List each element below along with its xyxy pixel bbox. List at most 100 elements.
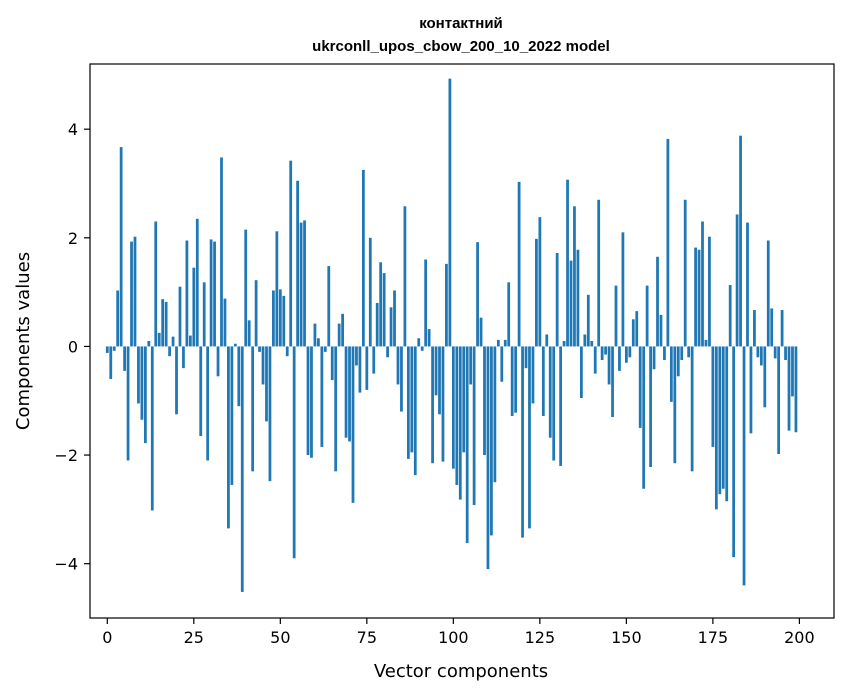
- bar-183: [739, 135, 742, 347]
- bar-194: [777, 346, 781, 454]
- bar-178: [721, 346, 725, 489]
- bar-49: [275, 231, 279, 347]
- bar-149: [621, 232, 625, 347]
- bar-19: [171, 336, 175, 347]
- bar-61: [317, 338, 320, 347]
- bar-191: [766, 240, 770, 347]
- bar-146: [611, 346, 614, 418]
- bar-71: [351, 346, 355, 503]
- bar-77: [372, 346, 376, 374]
- bar-121: [524, 346, 528, 369]
- bar-80: [382, 273, 386, 347]
- bar-46: [265, 346, 268, 422]
- bar-55: [296, 180, 300, 347]
- bar-188: [756, 346, 760, 358]
- bar-113: [496, 339, 500, 347]
- bar-79: [379, 262, 383, 347]
- bar-86: [403, 206, 407, 347]
- bar-18: [168, 346, 171, 357]
- x-tick-label: 125: [525, 628, 556, 647]
- bar-157: [649, 346, 652, 468]
- bar-22: [182, 346, 185, 369]
- x-tick-label: 50: [270, 628, 290, 647]
- bar-35: [227, 346, 230, 529]
- bar-133: [566, 179, 569, 347]
- bar-176: [714, 346, 718, 510]
- bar-48: [272, 290, 275, 347]
- bar-147: [614, 285, 618, 347]
- y-tick-label: −4: [54, 555, 78, 574]
- bar-59: [310, 346, 313, 458]
- bar-100: [451, 346, 455, 469]
- bar-20: [175, 346, 178, 415]
- bar-11: [143, 346, 147, 444]
- bar-94: [431, 346, 434, 464]
- bar-156: [645, 285, 649, 347]
- bar-8: [133, 236, 137, 347]
- bar-169: [690, 346, 694, 472]
- bar-33: [220, 157, 223, 347]
- bar-64: [327, 266, 331, 347]
- bar-190: [763, 346, 767, 408]
- x-tick-label: 25: [184, 628, 204, 647]
- bar-54: [292, 346, 296, 559]
- bar-65: [330, 346, 334, 381]
- y-axis-ticks: −4 −2 0 2 4: [54, 120, 90, 574]
- bar-134: [569, 260, 573, 347]
- bar-153: [635, 311, 639, 347]
- bar-17: [164, 301, 168, 347]
- bar-125: [538, 217, 542, 347]
- bar-73: [358, 346, 362, 393]
- bar-62: [320, 346, 324, 447]
- bar-63: [323, 346, 327, 352]
- bar-28: [202, 282, 206, 347]
- bar-70: [348, 346, 351, 442]
- bar-187: [753, 310, 756, 347]
- bar-198: [791, 346, 794, 397]
- bar-0: [105, 346, 109, 353]
- bar-47: [268, 346, 272, 482]
- bar-120: [521, 346, 524, 538]
- bar-174: [708, 236, 711, 347]
- bar-13: [150, 346, 154, 511]
- bar-2: [112, 346, 116, 351]
- bar-12: [147, 341, 151, 347]
- bar-185: [746, 222, 749, 347]
- bar-195: [780, 310, 784, 347]
- bar-74: [361, 169, 365, 347]
- bar-15: [157, 332, 161, 347]
- bar-127: [545, 334, 549, 347]
- bar-97: [441, 346, 445, 462]
- bar-32: [216, 346, 220, 377]
- bar-57: [303, 220, 306, 347]
- bar-159: [656, 256, 659, 347]
- x-tick-label: 100: [438, 628, 469, 647]
- bar-108: [479, 317, 483, 347]
- bar-41: [247, 320, 251, 347]
- bar-107: [476, 242, 479, 347]
- bar-199: [794, 346, 798, 433]
- bar-122: [528, 346, 531, 529]
- bar-68: [341, 313, 344, 347]
- bar-168: [687, 346, 691, 358]
- bar-155: [642, 346, 646, 489]
- bar-5: [123, 346, 126, 371]
- bar-170: [694, 247, 697, 347]
- bar-160: [659, 314, 663, 347]
- bar-172: [701, 221, 704, 347]
- bar-115: [503, 339, 507, 347]
- y-tick-label: 2: [68, 229, 78, 248]
- bar-87: [406, 346, 410, 459]
- bar-105: [469, 346, 473, 385]
- bar-162: [666, 138, 670, 347]
- bar-111: [490, 346, 493, 536]
- bar-14: [154, 221, 158, 347]
- bar-152: [631, 319, 635, 347]
- bar-171: [697, 249, 701, 347]
- bar-180: [728, 285, 732, 347]
- bar-82: [389, 307, 393, 347]
- bar-126: [541, 346, 545, 416]
- bar-58: [306, 346, 310, 456]
- bar-142: [597, 199, 601, 347]
- chart-title-line1: контактний: [419, 15, 503, 32]
